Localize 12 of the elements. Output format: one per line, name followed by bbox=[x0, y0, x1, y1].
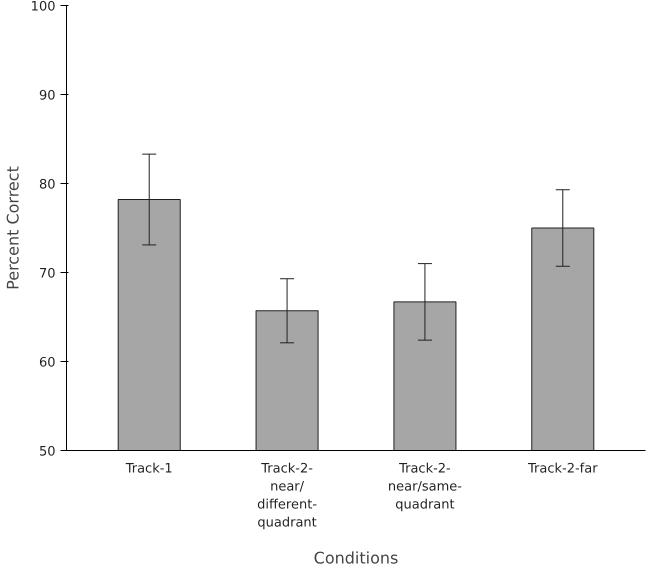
y-tick-label: 50 bbox=[38, 444, 56, 460]
y-tick-label: 90 bbox=[38, 88, 56, 104]
y-tick-label: 80 bbox=[38, 178, 56, 192]
x-tick-label: Track-2-far bbox=[527, 462, 598, 476]
x-tick-label: Track-2-near/different-quadrant bbox=[257, 462, 318, 530]
y-axis-title: Percent Correct bbox=[4, 166, 23, 290]
x-tick-label: Track-2-near/same-quadrant bbox=[388, 462, 462, 512]
y-tick-label: 100 bbox=[30, 0, 56, 14]
y-tick-label: 70 bbox=[38, 266, 56, 282]
x-tick-label: Track-1 bbox=[124, 462, 173, 476]
y-tick-label: 60 bbox=[38, 356, 56, 370]
x-axis-title: Conditions bbox=[314, 548, 398, 568]
